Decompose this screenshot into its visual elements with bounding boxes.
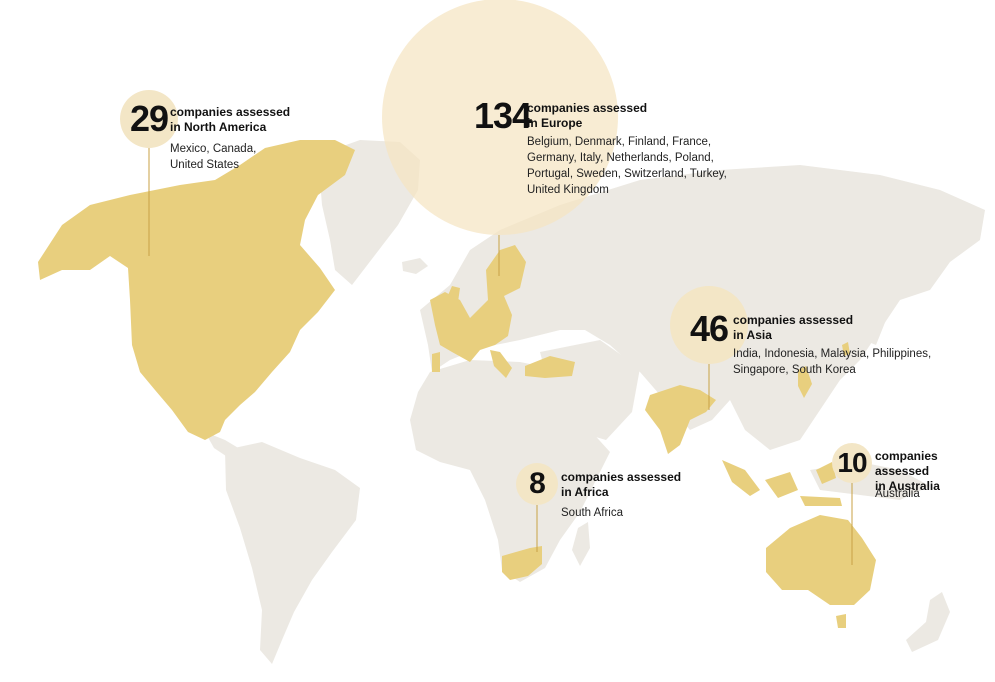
- north-america-label-line2: in North America: [170, 120, 267, 134]
- europe-highlight: [430, 245, 526, 362]
- se-asia-highlight: [722, 460, 760, 496]
- north-america-highlight: [38, 140, 355, 440]
- central-america: [205, 432, 245, 460]
- south-africa-highlight: [502, 546, 542, 580]
- europe-count: 134: [474, 95, 532, 136]
- europe-countries: Belgium, Denmark, Finland, France, Germa…: [527, 136, 727, 196]
- south-america: [225, 442, 360, 664]
- iceland: [402, 258, 428, 274]
- australia-label-line1: companies assessed: [875, 449, 938, 478]
- portugal-highlight: [432, 352, 440, 372]
- australia-label: companies assessed in Australia: [875, 449, 995, 494]
- africa: [410, 360, 610, 582]
- asia-label-line1: companies assessed: [733, 313, 854, 327]
- asia-label-line2: in Asia: [733, 328, 772, 342]
- africa-countries: South Africa: [561, 507, 624, 519]
- australia-highlight: [766, 515, 876, 605]
- asia-countries: India, Indonesia, Malaysia, Philippines,…: [733, 348, 932, 376]
- turkey-highlight: [525, 356, 575, 378]
- north-america-label-line1: companies assessed: [170, 105, 291, 119]
- africa-label: companies assessed in Africa: [561, 470, 681, 500]
- asia-count: 46: [689, 308, 729, 349]
- philippines-highlight: [798, 366, 812, 398]
- south-korea-highlight: [842, 342, 850, 356]
- australia-countries: Australia: [875, 488, 920, 500]
- madagascar: [572, 522, 590, 566]
- australia-count: 10: [837, 447, 867, 478]
- australia-label-line2: in Australia: [875, 479, 940, 493]
- africa-count: 8: [529, 467, 546, 500]
- indonesia-highlight: [765, 462, 842, 506]
- europe-label: companies assessed in Europe: [527, 101, 647, 131]
- japan: [864, 298, 886, 345]
- north-america-countries: Mexico, Canada, United States: [170, 143, 257, 171]
- new-zealand: [906, 592, 950, 652]
- africa-label-line1: companies assessed: [561, 470, 682, 484]
- india-highlight: [645, 385, 716, 454]
- north-america-bubble: [120, 90, 178, 148]
- north-america-label: companies assessed in North America: [170, 105, 290, 135]
- africa-bubble: [516, 463, 558, 505]
- europe-label-line2: in Europe: [527, 116, 583, 130]
- europe-bubble: [382, 0, 618, 235]
- uk-highlight: [446, 286, 460, 302]
- tasmania-highlight: [836, 614, 846, 628]
- australia-bubble: [832, 443, 872, 483]
- asia-bubble: [670, 286, 748, 364]
- italy-highlight: [490, 350, 512, 378]
- north-america-count: 29: [129, 98, 169, 139]
- caribbean: [230, 446, 272, 454]
- greenland: [318, 140, 420, 285]
- africa-label-line2: in Africa: [561, 485, 609, 499]
- asia-label: companies assessed in Asia: [733, 313, 853, 343]
- europe-label-line1: companies assessed: [527, 101, 648, 115]
